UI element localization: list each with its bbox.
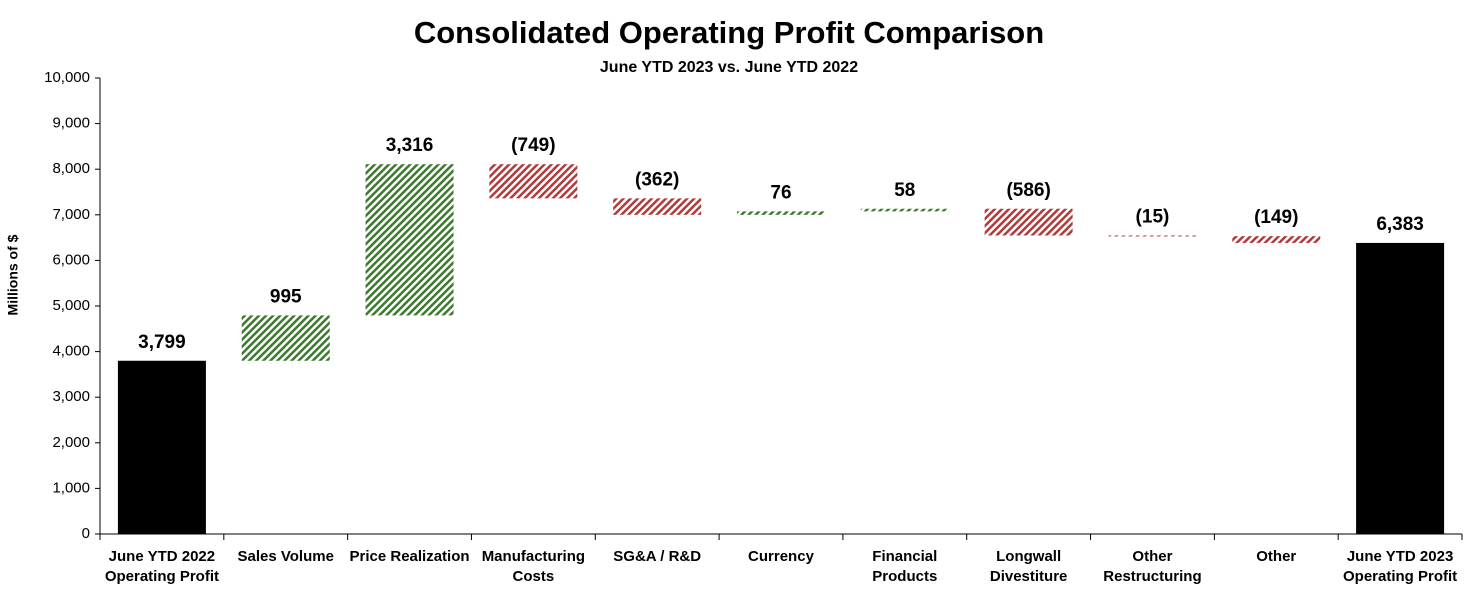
y-tick-label: 7,000 [52,206,90,223]
value-label: (15) [1136,206,1170,227]
bar [613,198,702,215]
x-tick-label: Other [1256,548,1297,565]
x-tick-label: SG&A / R&D [613,548,702,565]
bar [365,164,454,316]
x-tick-label: June YTD 2023 Operating Profit [1342,548,1458,585]
x-tick-label: Price Realization [349,548,470,565]
value-label: 6,383 [1376,214,1424,235]
y-tick-label: 5,000 [52,297,90,314]
y-axis-label: Millions of $ [5,234,21,315]
value-label: 3,316 [386,135,434,156]
y-tick-label: 4,000 [52,343,90,360]
value-label: 76 [770,182,791,203]
bar [737,211,825,215]
bar [1232,236,1321,243]
y-tick-label: 6,000 [52,251,90,268]
value-label: (149) [1254,207,1298,228]
x-tick-label: June YTD 2022 Operating Profit [104,548,219,585]
chart-title: Consolidated Operating Profit Comparison [414,15,1044,50]
y-tick-label: 9,000 [52,115,90,132]
bar [489,164,578,199]
bar [241,315,330,361]
x-tick-label: Longwall Divestiture [989,548,1068,585]
y-tick-label: 2,000 [52,434,90,451]
x-tick-label: Manufacturing Costs [481,548,586,585]
y-tick-label: 1,000 [52,479,90,496]
bar [1108,235,1197,237]
value-label: (749) [511,135,555,156]
bar [1356,242,1445,535]
value-label: 3,799 [138,332,186,353]
value-label: (586) [1006,180,1050,201]
chart-subtitle: June YTD 2023 vs. June YTD 2022 [600,59,858,76]
x-tick-label: Financial Products [872,548,938,585]
value-label: 58 [894,180,915,201]
y-tick-label: 0 [82,525,90,542]
value-label: 995 [270,286,302,307]
x-tick-label: Currency [748,548,814,565]
bar [860,208,949,212]
x-tick-label: Sales Volume [237,548,334,565]
value-label: (362) [635,169,679,190]
bar [117,360,206,534]
y-tick-label: 8,000 [52,160,90,177]
y-tick-label: 3,000 [52,388,90,405]
bar [984,208,1073,236]
x-tick-label: Other Restructuring [1103,548,1202,585]
y-tick-label: 10,000 [44,69,90,86]
